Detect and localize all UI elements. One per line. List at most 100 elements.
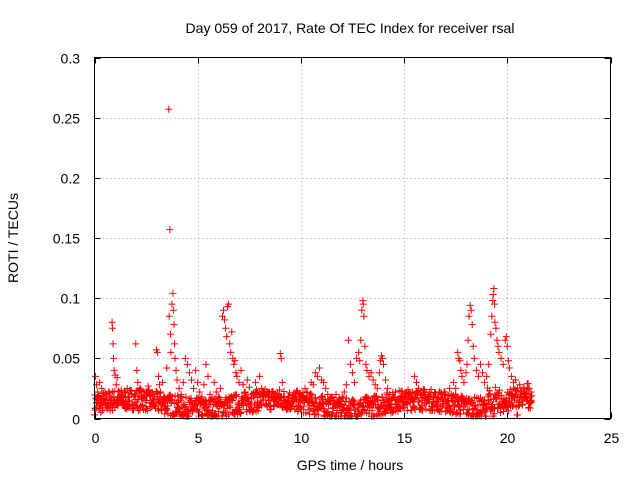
data-point xyxy=(494,342,502,350)
data-point xyxy=(379,360,387,368)
noise-point xyxy=(410,402,418,410)
data-point xyxy=(468,321,476,329)
noise-point xyxy=(374,397,382,405)
data-point xyxy=(358,306,366,314)
data-point xyxy=(210,378,218,386)
noise-point xyxy=(237,408,245,416)
data-point xyxy=(446,384,454,392)
data-point xyxy=(144,382,152,390)
noise-point xyxy=(226,403,234,411)
noise-point xyxy=(525,404,533,412)
data-point xyxy=(154,372,162,380)
data-point xyxy=(359,300,367,308)
noise-point xyxy=(324,408,332,416)
data-point xyxy=(239,381,247,389)
noise-point xyxy=(215,407,223,415)
data-point xyxy=(487,330,495,338)
data-point xyxy=(231,357,239,365)
data-point xyxy=(92,372,100,380)
noise-point xyxy=(198,411,206,419)
y-tick-label: 0.2 xyxy=(61,171,81,187)
noise-point xyxy=(144,407,152,415)
data-point xyxy=(489,297,497,305)
data-point xyxy=(165,312,173,320)
noise-point xyxy=(451,403,459,411)
data-point xyxy=(243,376,251,384)
data-point xyxy=(355,348,363,356)
noise-point xyxy=(270,402,278,410)
data-point xyxy=(495,348,503,356)
data-point xyxy=(108,318,116,326)
data-point xyxy=(363,366,371,374)
x-tick-label: 5 xyxy=(195,430,203,446)
noise-point xyxy=(422,405,430,413)
noise-point xyxy=(232,391,240,399)
data-point xyxy=(516,381,524,389)
noise-point xyxy=(135,386,143,394)
data-point xyxy=(466,301,474,309)
data-point xyxy=(173,376,181,384)
noise-point xyxy=(178,394,186,402)
data-point xyxy=(320,378,328,386)
data-point xyxy=(171,354,179,362)
data-point xyxy=(222,324,230,332)
data-point xyxy=(226,340,234,348)
data-point xyxy=(360,312,368,320)
noise-point xyxy=(372,392,380,400)
noise-point xyxy=(98,399,106,407)
noise-point xyxy=(342,394,350,402)
data-point xyxy=(373,384,381,392)
data-point xyxy=(382,376,390,384)
noise-point xyxy=(378,393,386,401)
data-point xyxy=(332,390,340,398)
data-point xyxy=(412,378,420,386)
data-point xyxy=(476,360,484,368)
data-point xyxy=(235,378,243,386)
noise-point xyxy=(307,390,315,398)
noise-point xyxy=(527,398,535,406)
data-point xyxy=(168,300,176,308)
data-point xyxy=(109,340,117,348)
data-point xyxy=(458,372,466,380)
data-point xyxy=(96,378,104,386)
data-point xyxy=(133,366,141,374)
noise-point xyxy=(514,411,522,419)
noise-point xyxy=(528,392,536,400)
grid-lines xyxy=(94,57,611,419)
x-tick-label: 10 xyxy=(294,430,310,446)
data-point xyxy=(369,376,377,384)
noise-point xyxy=(391,396,399,404)
noise-point xyxy=(141,396,149,404)
data-point xyxy=(365,372,373,380)
data-point xyxy=(221,316,229,324)
noise-point xyxy=(504,407,512,415)
noise-point xyxy=(495,386,503,394)
data-point xyxy=(474,372,482,380)
data-point xyxy=(501,336,509,344)
noise-point xyxy=(114,387,122,395)
x-tick-label: 0 xyxy=(92,430,100,446)
noise-point xyxy=(383,391,391,399)
data-point xyxy=(165,105,173,113)
data-point xyxy=(183,360,191,368)
data-point xyxy=(346,360,354,368)
data-point xyxy=(167,348,175,356)
data-point xyxy=(171,340,179,348)
data-point xyxy=(223,333,231,341)
chart-title: Day 059 of 2017, Rate Of TEC Index for r… xyxy=(186,20,515,36)
data-point xyxy=(185,369,193,377)
noise-point xyxy=(99,407,107,415)
noise-point xyxy=(373,396,381,404)
noise-point xyxy=(150,401,158,409)
noise-point xyxy=(350,397,358,405)
data-point xyxy=(467,306,475,314)
data-point xyxy=(132,340,140,348)
noise-point xyxy=(225,402,233,410)
noise-point xyxy=(206,396,214,404)
data-point xyxy=(503,342,511,350)
noise-point xyxy=(219,401,227,409)
data-point xyxy=(479,369,487,377)
data-point xyxy=(218,312,226,320)
noise-point xyxy=(359,403,367,411)
data-point xyxy=(472,366,480,374)
